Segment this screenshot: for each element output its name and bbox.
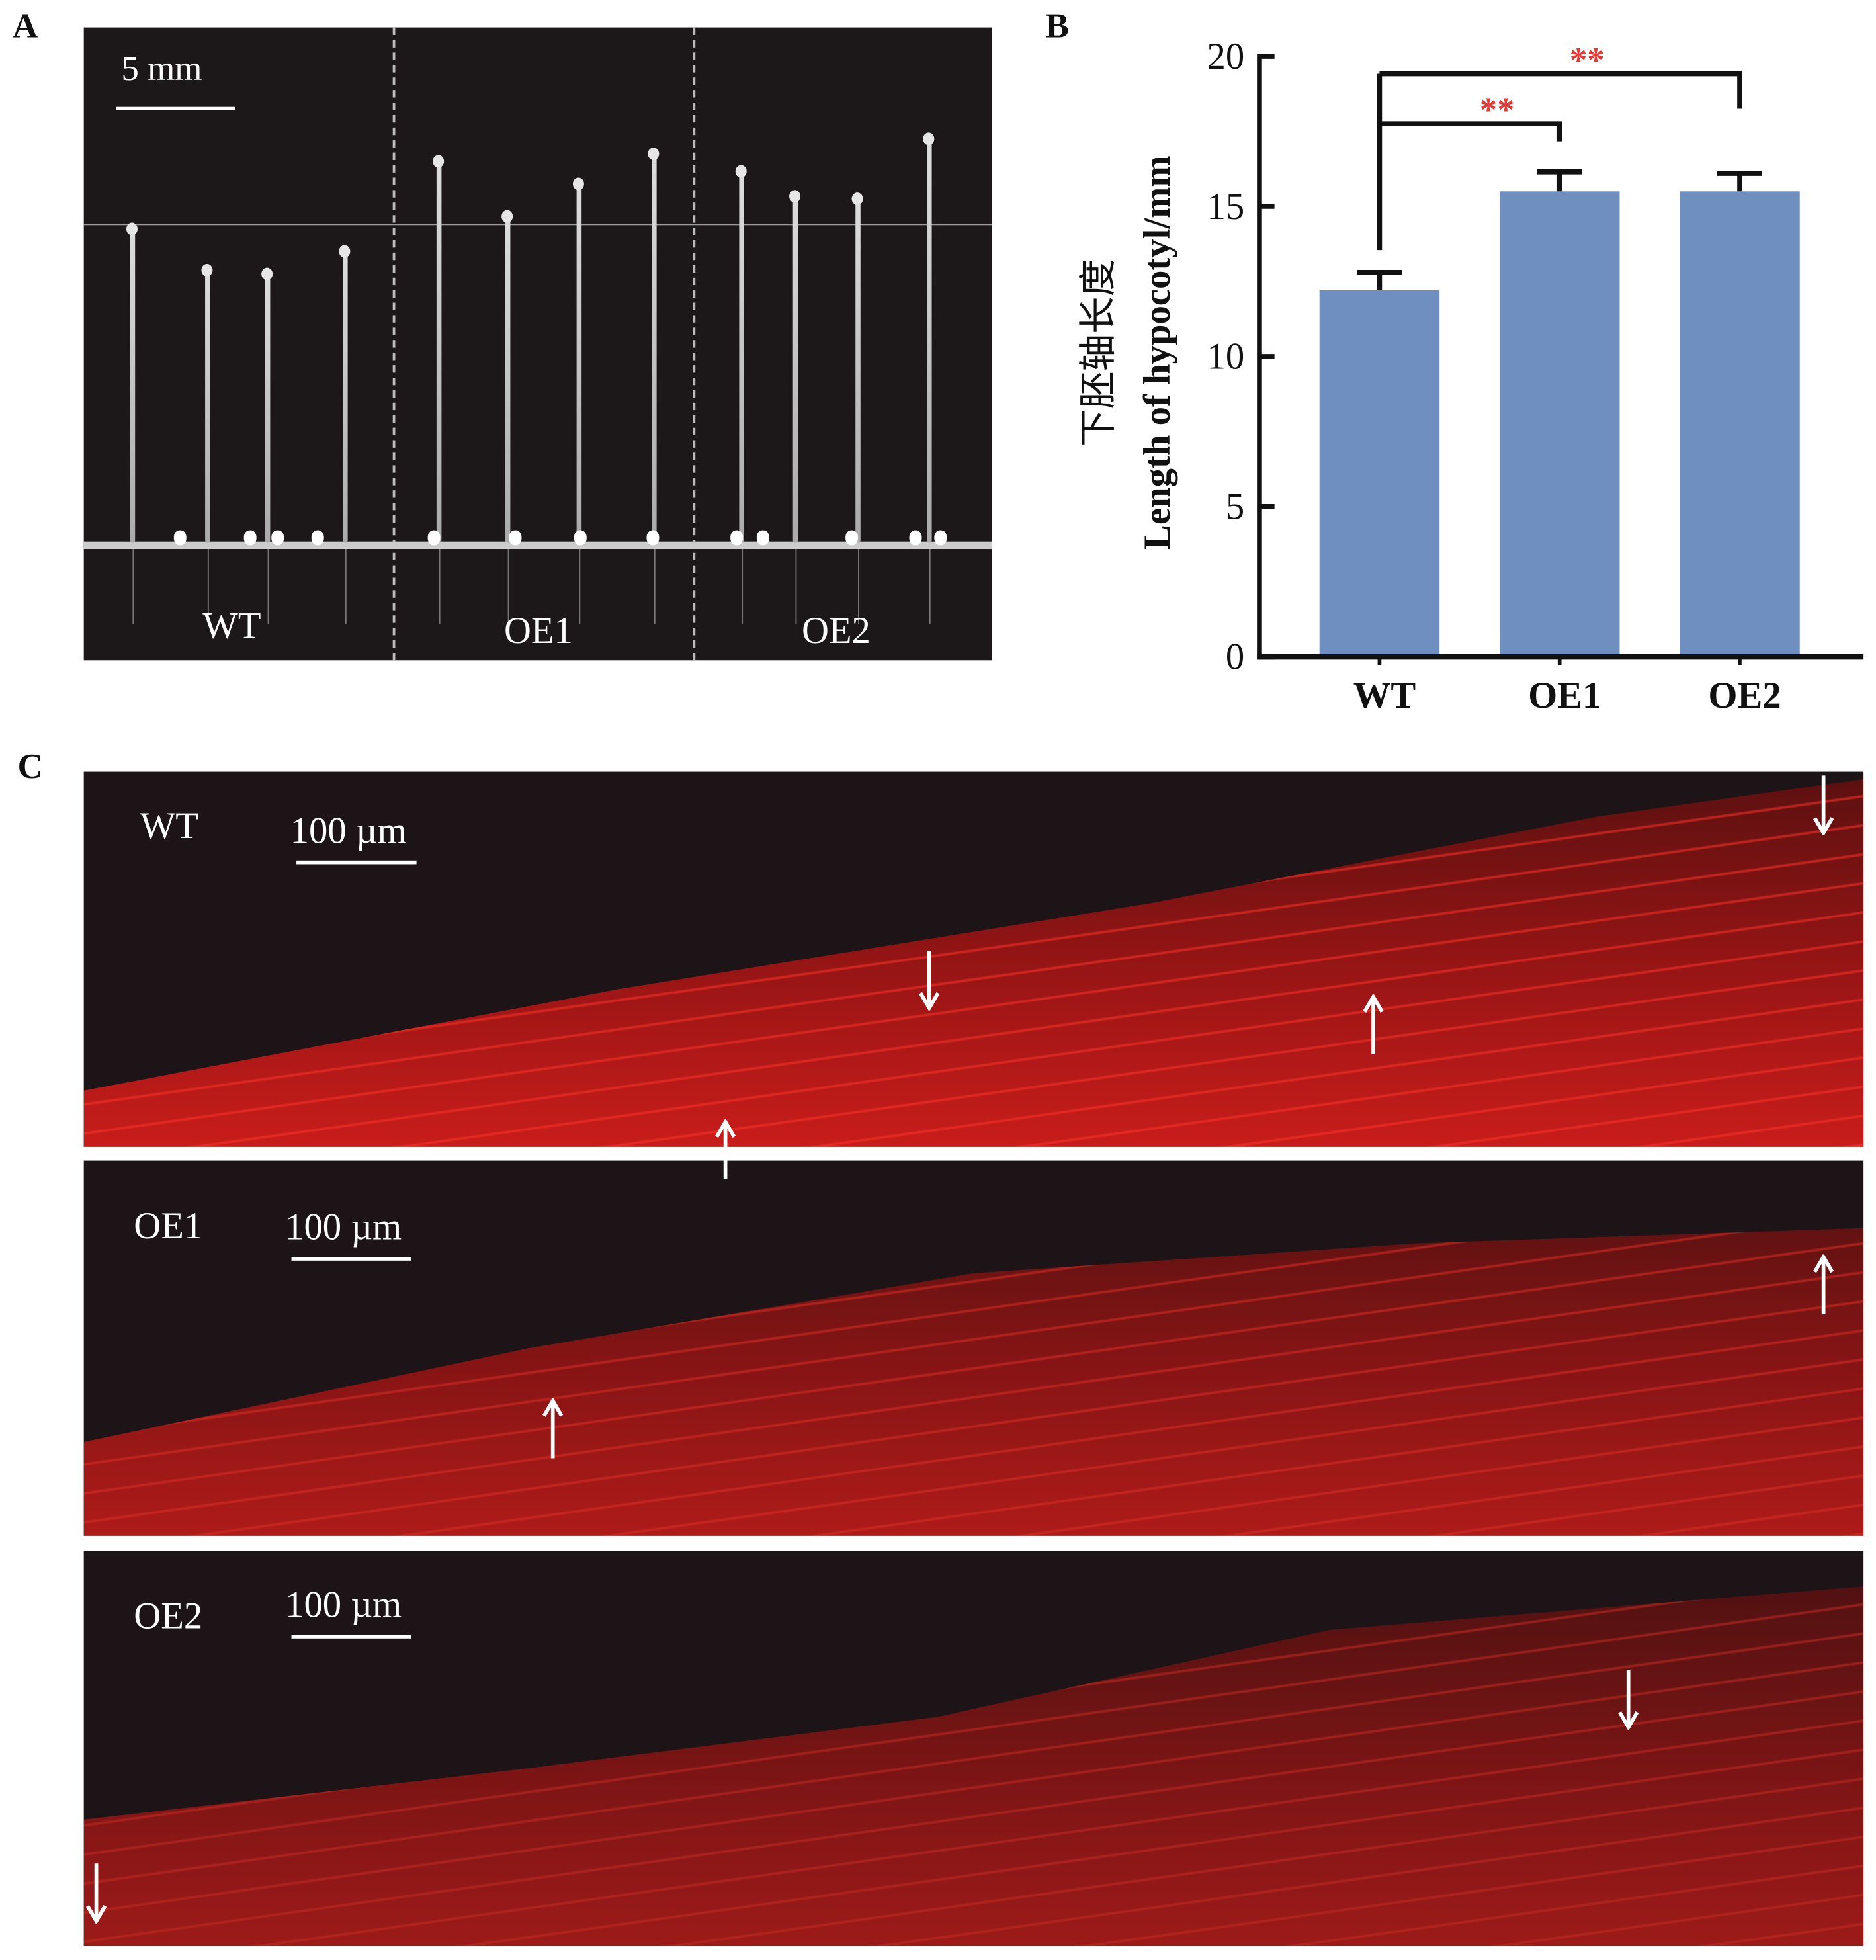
arrow-down-icon (917, 950, 942, 1012)
scale-bar (291, 1257, 412, 1261)
seed (934, 530, 947, 546)
seedling (572, 177, 584, 543)
y-tick-label: 15 (1207, 186, 1245, 228)
root (267, 549, 269, 624)
x-tick-label: WT (1353, 675, 1416, 716)
root (132, 549, 134, 624)
fluorescence-image-oe1 (83, 1160, 1864, 1536)
scale-bar-label: 5 mm (121, 50, 202, 89)
scale-bar (291, 1635, 412, 1639)
seedling-photo: 5 mm WT OE1 OE2 (83, 27, 992, 661)
arrow-down-icon (1811, 775, 1836, 837)
y-axis-label-cn: 下胚轴长度 (1076, 259, 1120, 447)
seed (509, 530, 522, 546)
x-tick-label: OE2 (1708, 675, 1781, 716)
seed (311, 530, 324, 546)
seedling (735, 165, 747, 543)
y-axis-label: Length of hypocotyl/mm (1136, 155, 1178, 550)
y-tick-label: 10 (1207, 336, 1245, 378)
group-divider (693, 27, 696, 661)
seedling (261, 267, 273, 543)
root (345, 549, 347, 624)
arrow-down-icon (1616, 1670, 1641, 1731)
seedling (201, 263, 213, 543)
group-divider (392, 27, 396, 661)
panel-label-a: A (12, 7, 38, 46)
root (929, 549, 931, 624)
root (579, 549, 581, 624)
scale-bar-label: 100 µm (285, 1207, 402, 1248)
fluorescence-image-oe2 (83, 1551, 1864, 1946)
seed (427, 530, 441, 546)
significance-bracket (1379, 121, 1562, 142)
seed (574, 530, 587, 546)
reference-line (83, 224, 992, 226)
seedling (126, 222, 138, 543)
significance-label: ** (1570, 41, 1605, 79)
group-label-wt: WT (202, 605, 261, 647)
group-label-oe1: OE1 (503, 610, 573, 652)
scale-bar-label: 100 µm (290, 810, 407, 852)
seed (243, 530, 257, 546)
arrow-down-icon (84, 1863, 109, 1925)
arrow-up-icon (713, 1118, 738, 1179)
significance-label: ** (1480, 91, 1515, 129)
root (795, 549, 797, 624)
root (654, 549, 656, 624)
root (207, 549, 209, 624)
fluorescence-image-wt (83, 771, 1864, 1147)
group-label-oe2: OE2 (801, 610, 871, 652)
root (439, 549, 441, 624)
row-label-oe2: OE2 (134, 1596, 203, 1637)
scale-bar (116, 106, 235, 110)
seed (173, 530, 187, 546)
arrow-up-icon (1361, 993, 1386, 1054)
panel-label-b: B (1045, 7, 1069, 46)
seed (845, 530, 859, 546)
seed (909, 530, 922, 546)
y-tick-label: 20 (1207, 36, 1245, 77)
bar-wt (1319, 290, 1440, 657)
x-tick-label: OE1 (1528, 675, 1601, 716)
seedling (339, 245, 351, 543)
seed (730, 530, 744, 546)
root (858, 549, 859, 624)
scale-bar-label: 100 µm (285, 1584, 402, 1626)
seedling (923, 132, 935, 543)
panel-label-c: C (17, 747, 43, 787)
seed (646, 530, 660, 546)
y-tick-label: 0 (1226, 636, 1244, 678)
agar-line (83, 541, 992, 550)
seedling (433, 155, 445, 543)
row-label-wt: WT (140, 805, 198, 847)
bar-oe1 (1499, 191, 1620, 657)
seedling (501, 210, 513, 543)
root (742, 549, 744, 624)
bar-oe2 (1680, 191, 1800, 657)
arrow-up-icon (540, 1396, 566, 1459)
seedling (648, 148, 660, 543)
arrow-up-icon (1811, 1253, 1836, 1315)
significance-bracket (1379, 71, 1742, 109)
seedling (851, 192, 863, 543)
seed (271, 530, 284, 546)
seedling (789, 190, 801, 543)
bar-chart: WT OE1 OE2 0 5 10 15 20 ** ** 下胚轴长度 Length of hyp… (1076, 36, 1864, 716)
seed (756, 530, 769, 546)
row-label-oe1: OE1 (134, 1205, 203, 1248)
root (507, 549, 509, 624)
y-tick-label: 5 (1226, 486, 1244, 528)
scale-bar (296, 860, 417, 865)
